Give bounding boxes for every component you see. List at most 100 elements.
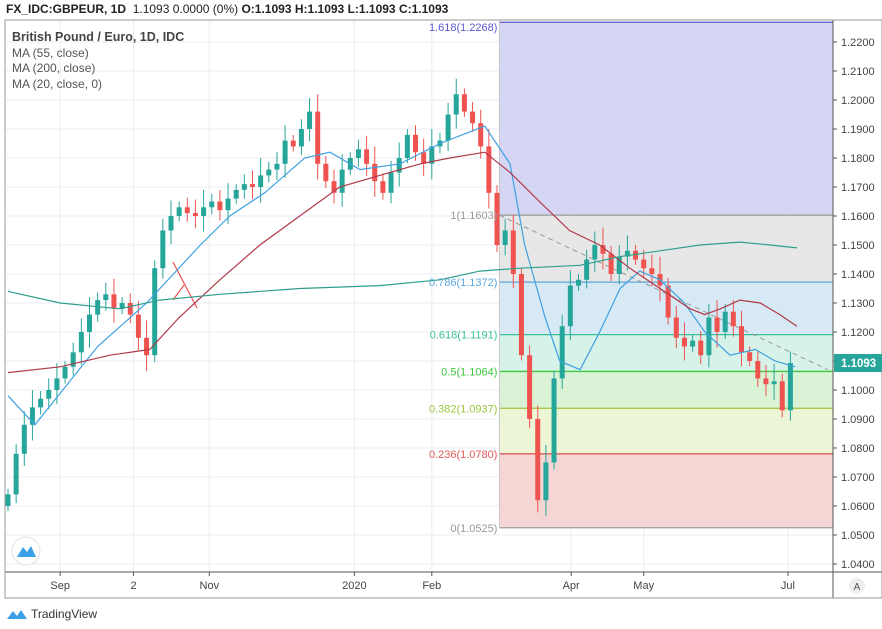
candle	[152, 260, 158, 363]
candle	[404, 129, 410, 164]
candle	[184, 197, 190, 222]
candle	[413, 125, 418, 161]
candle	[29, 390, 35, 441]
candle	[103, 282, 109, 311]
candle	[453, 78, 459, 129]
candle-body	[38, 398, 44, 408]
candle-body	[421, 152, 427, 164]
candle-body	[13, 453, 19, 495]
auto-scale-button[interactable]	[849, 578, 865, 594]
low-value: L:1.1093	[347, 2, 396, 16]
brand-label: TradingView	[31, 607, 98, 621]
symbol-name: FX_IDC:GBPEUR, 1D	[6, 2, 127, 16]
candle-body	[771, 381, 777, 385]
candle	[46, 378, 52, 410]
candle-body	[168, 216, 174, 231]
candle-body	[494, 192, 500, 245]
time-tick-label: 2	[130, 580, 136, 592]
candle	[470, 101, 476, 132]
candle	[364, 135, 370, 176]
candle-body	[576, 279, 581, 286]
candle-body	[616, 256, 622, 274]
candle-body	[78, 332, 84, 353]
candle	[87, 297, 92, 348]
chart-border	[4, 19, 882, 599]
price-tick-label: 1.0600	[841, 501, 875, 513]
candle-body	[29, 407, 35, 425]
candle	[217, 189, 223, 221]
fib-level-label: 0.618(1.1191)	[430, 330, 498, 342]
candle	[771, 363, 777, 400]
fib-band	[499, 215, 833, 283]
time-tick-label: Feb	[422, 580, 441, 592]
legend-ma200[interactable]: MA (200, close)	[12, 61, 96, 75]
time-tick-label: Jul	[781, 580, 795, 592]
open-value: O:1.1093	[241, 2, 292, 16]
candle-body	[217, 201, 223, 211]
price-tick-label: 1.2000	[841, 95, 875, 107]
candle	[461, 88, 467, 117]
candle-body	[282, 140, 288, 164]
candle-body	[372, 163, 378, 182]
candle-body	[478, 123, 484, 147]
tradingview-brand[interactable]: TradingView	[6, 607, 97, 621]
candle	[510, 215, 516, 288]
ma200-line	[7, 241, 797, 310]
fib-level-label: 0.382(1.0937)	[429, 403, 498, 415]
legend-ma20[interactable]: MA (20, close, 0)	[12, 76, 103, 91]
candle-body	[396, 158, 402, 173]
candle	[119, 297, 125, 315]
candle	[518, 268, 524, 361]
candle	[282, 125, 288, 178]
candle	[722, 303, 728, 339]
candle-body	[608, 253, 614, 274]
candle-body	[152, 268, 158, 356]
candle	[567, 270, 573, 341]
left-margin	[0, 0, 5, 629]
price-tick-label: 1.1400	[841, 269, 875, 281]
candle-body	[331, 181, 337, 193]
candle-body	[192, 213, 198, 216]
candle-body	[111, 294, 117, 309]
candle	[673, 305, 679, 349]
candle-body	[323, 163, 329, 182]
legend-title[interactable]: British Pound / Euro, 1D, IDC	[12, 30, 185, 44]
candle	[355, 139, 361, 167]
candle-body	[233, 189, 239, 199]
legend-ma55[interactable]: MA (55, close)	[12, 45, 89, 60]
candle	[78, 318, 84, 365]
candle-body	[502, 230, 508, 245]
candle	[690, 334, 696, 352]
candle-body	[698, 340, 704, 356]
candle-body	[298, 129, 304, 147]
candle-body	[445, 114, 451, 141]
candle	[290, 134, 296, 152]
candle	[551, 370, 557, 470]
time-tick-label: May	[633, 580, 654, 592]
candle	[5, 488, 11, 512]
high-value: H:1.1093	[294, 2, 345, 16]
candle	[535, 405, 541, 513]
candle	[372, 146, 378, 197]
candle-body	[339, 169, 345, 193]
chart-legend: British Pound / Euro, 1D, IDC MA (55, cl…	[12, 30, 184, 92]
candle-body	[649, 268, 655, 274]
tradingview-logo-icon	[17, 546, 36, 557]
candle	[111, 278, 117, 323]
candle	[755, 351, 761, 388]
candle	[209, 193, 215, 215]
candle-body	[225, 198, 231, 211]
candle-body	[95, 300, 101, 315]
fib-band	[499, 408, 833, 454]
candle	[649, 254, 655, 287]
candle-body	[184, 207, 190, 214]
cross-mark-line	[172, 284, 185, 301]
fib-level-label: 0.236(1.0780)	[429, 449, 498, 461]
candle	[323, 156, 329, 189]
candle	[135, 301, 141, 350]
price-axis-bg	[833, 0, 882, 629]
candle	[600, 227, 606, 270]
time-tick-label: Nov	[200, 580, 220, 592]
